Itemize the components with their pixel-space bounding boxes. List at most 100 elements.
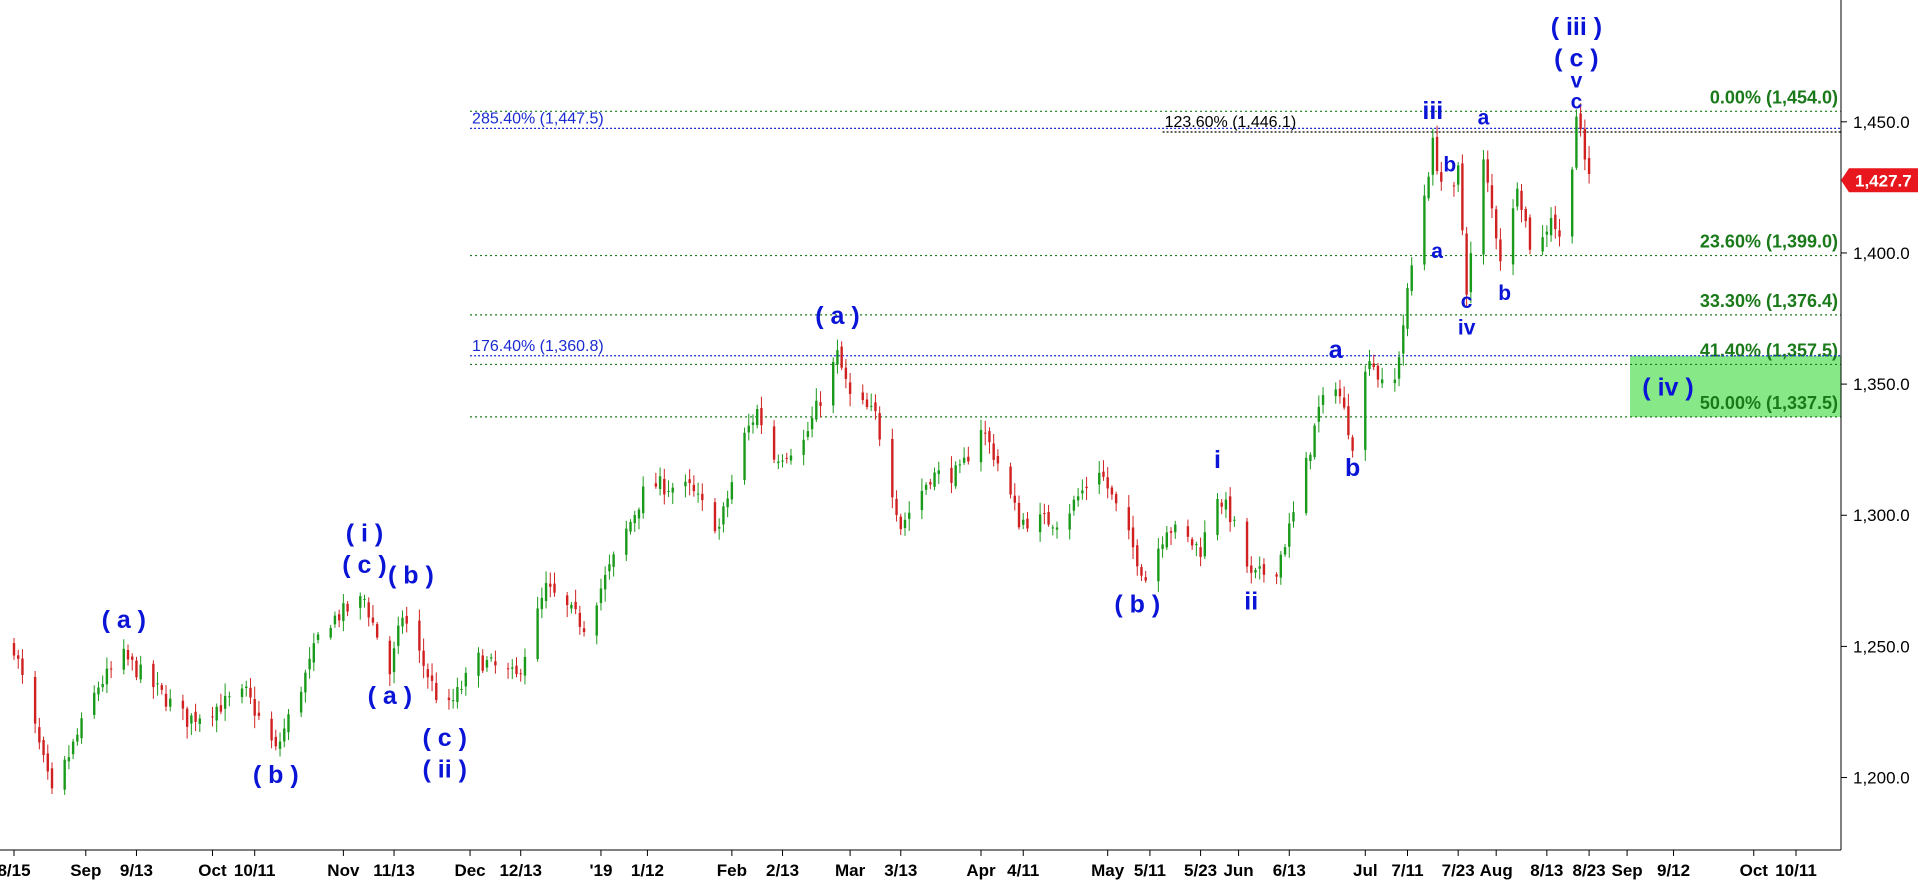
candle-body: [371, 617, 375, 623]
x-axis-tick-label: Jul: [1353, 861, 1378, 880]
candle-body: [865, 399, 869, 408]
candle-body: [397, 625, 400, 646]
candle-body: [979, 429, 983, 463]
fib-level-label: 50.00% (1,337.5): [1700, 393, 1838, 413]
candle-body: [1587, 158, 1591, 175]
candle-body: [169, 698, 172, 707]
x-axis-tick-label: Jun: [1223, 861, 1253, 880]
candle-body: [933, 472, 936, 487]
candle-body: [464, 672, 468, 687]
candle-body: [713, 502, 717, 532]
candle-body: [578, 612, 582, 627]
candle-body: [1043, 513, 1046, 515]
candle-body: [1499, 239, 1502, 262]
candle-body: [658, 476, 662, 489]
candle-body: [967, 456, 970, 462]
wave-label: a: [1329, 336, 1344, 364]
candle-body: [1224, 499, 1228, 510]
y-axis-tick-label: 1,400.0: [1853, 244, 1910, 263]
wave-label: v: [1571, 70, 1583, 93]
candle-body: [1338, 388, 1342, 397]
candle-body: [641, 486, 645, 514]
candle-body: [1038, 514, 1042, 533]
candle-body: [688, 479, 691, 484]
candle-body: [671, 487, 674, 493]
candle-body: [870, 405, 873, 407]
x-axis-tick-label: 5/11: [1134, 861, 1166, 880]
candle-body: [1250, 565, 1253, 573]
candle-body: [164, 693, 168, 707]
candle-body: [544, 583, 548, 602]
candle-body: [781, 460, 784, 462]
candle-body: [1423, 195, 1426, 265]
candle-body: [1275, 574, 1278, 577]
wave-label: a: [1478, 106, 1490, 129]
candle-body: [523, 656, 527, 676]
candle-body: [1106, 477, 1109, 489]
candle-body: [1342, 397, 1346, 408]
candle-body: [333, 615, 337, 625]
candle-body: [185, 708, 189, 727]
candle-body: [603, 574, 607, 590]
x-axis-tick-label: 8/15: [0, 861, 31, 880]
candle-body: [109, 668, 113, 670]
candle-body: [777, 461, 780, 464]
x-axis-tick-label: 8/23: [1573, 861, 1606, 880]
x-axis-tick-label: 9/13: [120, 861, 153, 880]
candle-body: [1203, 532, 1207, 557]
candle-body: [447, 697, 451, 701]
candle-body: [304, 672, 307, 693]
x-axis-tick-label: 7/23: [1442, 861, 1475, 880]
extension-level-label: 285.40% (1,447.5): [472, 110, 604, 127]
candle-body: [553, 583, 556, 593]
x-axis-tick-label: Nov: [327, 861, 360, 880]
candle-body: [633, 514, 636, 524]
candle-body: [717, 526, 721, 529]
candle-body: [97, 687, 100, 695]
candle-body: [1558, 230, 1561, 237]
candle-body: [937, 470, 940, 474]
candle-body: [1169, 531, 1173, 533]
candle-body: [456, 687, 459, 702]
candle-body: [1098, 472, 1101, 485]
candle-body: [485, 660, 489, 668]
candle-body: [274, 736, 278, 747]
candle-body: [950, 467, 953, 483]
candle-body: [637, 509, 641, 519]
wave-label: c: [1571, 91, 1583, 114]
candle-body: [519, 673, 522, 675]
candle-body: [1545, 231, 1549, 235]
candle-body: [342, 603, 345, 621]
x-axis-tick-label: 2/13: [766, 861, 799, 880]
candle-body: [1292, 512, 1295, 522]
x-axis-tick-label: 10/11: [1775, 861, 1817, 880]
candle-body: [1262, 564, 1266, 575]
fib-level-label: 41.40% (1,357.5): [1700, 340, 1838, 360]
candle-body: [451, 700, 455, 702]
candle-body: [1511, 208, 1515, 265]
candle-body: [1334, 389, 1337, 397]
candle-body: [42, 740, 45, 755]
x-axis-tick-label: Apr: [966, 861, 996, 880]
y-axis-tick-label: 1,350.0: [1853, 375, 1910, 394]
wave-label: ( i ): [346, 519, 384, 547]
candle-body: [751, 422, 755, 425]
candle-body: [126, 649, 130, 660]
candle-body: [743, 432, 746, 480]
y-axis-tick-label: 1,300.0: [1853, 506, 1910, 525]
x-axis-tick-label: '19: [589, 861, 612, 880]
candle-body: [1022, 519, 1025, 525]
x-axis-tick-label: 10/11: [234, 861, 276, 880]
candle-body: [954, 465, 957, 487]
candle-body: [1195, 544, 1198, 546]
candle-body: [515, 665, 518, 675]
candle-body: [810, 417, 814, 430]
candle-body: [789, 455, 793, 461]
candle-body: [756, 409, 759, 426]
candle-body: [139, 664, 142, 680]
candle-body: [249, 687, 252, 698]
candle-body: [891, 438, 894, 498]
candle-body: [629, 521, 632, 532]
candle-body: [1431, 137, 1435, 175]
